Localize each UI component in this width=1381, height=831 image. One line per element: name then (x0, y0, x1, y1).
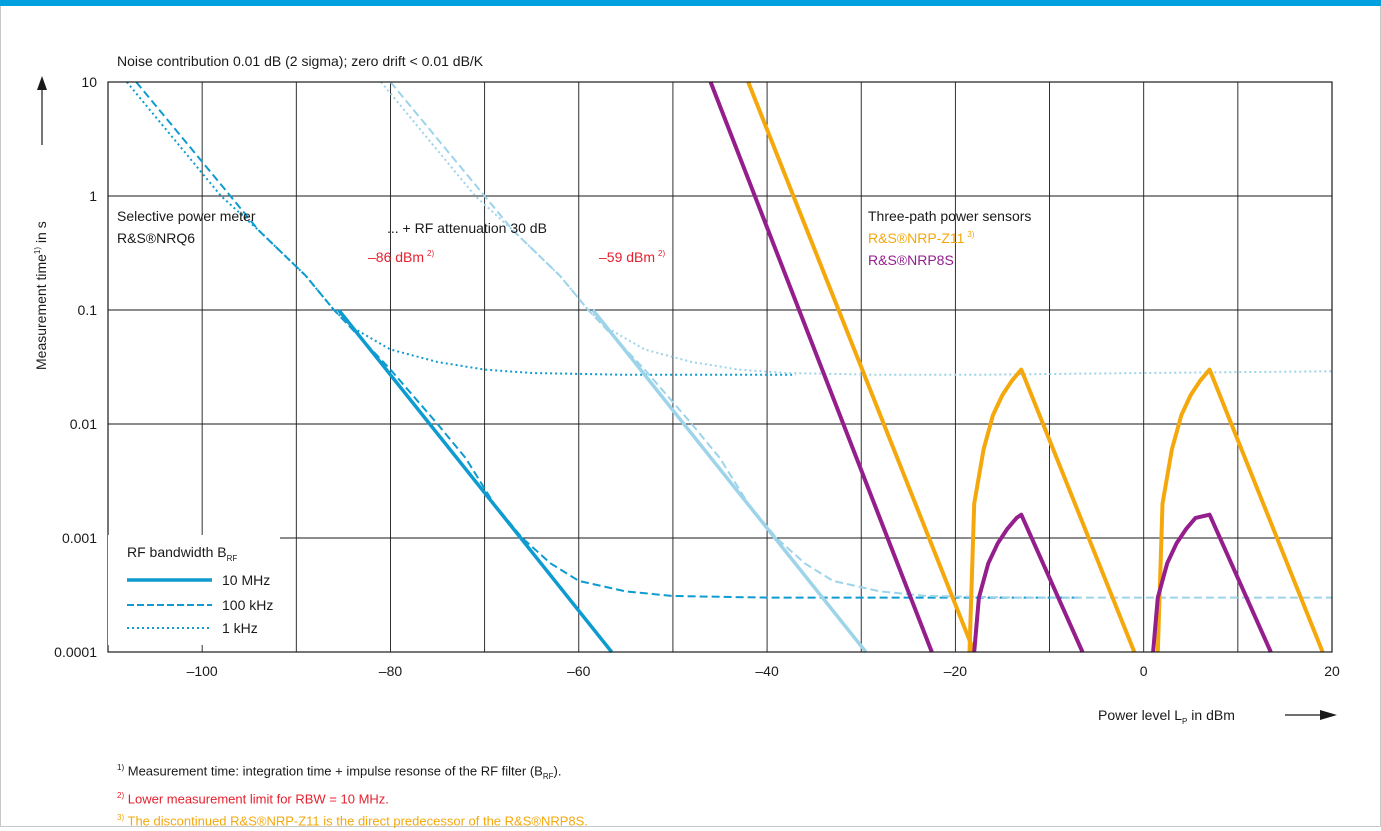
series-line-nrq6-1 (135, 81, 1078, 599)
y-tick-label: 0.1 (78, 302, 98, 318)
y-axis-label-sup: 1) (33, 247, 42, 254)
series-line-nrp8s-11 (1151, 512, 1273, 653)
y-tick-label: 0.01 (70, 416, 97, 432)
plot-border (107, 81, 1333, 653)
limit-left-value: –86 dBm (368, 249, 424, 265)
footnote-1-sub: RF (542, 771, 554, 781)
tick-labels: –100 –80 –60 –40 –20 0 20 10 1 0.1 0.01 0.001 0.0001 (54, 74, 1340, 679)
x-axis-label-sub: P (1182, 717, 1187, 726)
y-tick-label: 0.001 (62, 530, 97, 546)
legend-title-text: RF bandwidth B (127, 544, 227, 560)
series-line-nrp8s-10 (972, 512, 1085, 653)
y-axis-label: Measurement time1) in s (33, 221, 49, 370)
y-axis-arrow (37, 76, 47, 145)
legend: RF bandwidth BRF 10 MHz 100 kHz 1 kHz (108, 535, 280, 645)
legend-label-10mhz: 10 MHz (222, 572, 270, 588)
legend-title: RF bandwidth BRF (127, 544, 237, 563)
series-layer (126, 81, 1333, 654)
top-accent-bar (0, 0, 1381, 6)
limit-left-label: –86 dBm 2) (368, 249, 434, 265)
footnotes: 1) Measurement time: integration time + … (117, 758, 588, 831)
nrp8s-label: R&S®NRP8S (868, 252, 954, 268)
series-line-nrp_z11-7 (967, 367, 1137, 653)
footnote-2-mark: 2) (117, 790, 125, 800)
limit-right-label: –59 dBm 2) (599, 249, 665, 265)
footnote-1: 1) Measurement time: integration time + … (117, 758, 588, 786)
x-tick-label: –80 (379, 663, 403, 679)
attenuation-label: ... + RF attenuation 30 dB (387, 220, 547, 236)
footnote-1-text: Measurement time: integration time + imp… (127, 763, 543, 779)
x-axis-label-unit: in dBm (1187, 707, 1234, 723)
nrq6-title-label: Selective power meter (117, 208, 256, 224)
footnote-2: 2) Lower measurement limit for RBW = 10 … (117, 786, 588, 808)
x-tick-label: –20 (944, 663, 968, 679)
x-tick-label: –40 (755, 663, 779, 679)
nrp-z11-name: R&S®NRP-Z11 (868, 230, 965, 246)
y-tick-label: 0.0001 (54, 644, 97, 660)
series-line-nrq6-0 (337, 308, 614, 654)
y-tick-label: 1 (89, 188, 97, 204)
y-axis-label-unit: in s (33, 221, 49, 247)
nrp-z11-label: R&S®NRP-Z11 3) (868, 230, 975, 246)
limit-right-sup: 2) (658, 249, 665, 258)
footnote-1-end: ). (553, 763, 562, 779)
footnote-3-text: The discontinued R&S®NRP-Z11 is the dire… (127, 813, 588, 829)
limit-left-sup: 2) (427, 249, 434, 258)
legend-title-sub: RF (227, 554, 238, 563)
sensors-title-label: Three-path power sensors (868, 208, 1031, 224)
x-axis-label: Power level LP in dBm (1098, 707, 1235, 726)
nrp-z11-sup: 3) (967, 230, 974, 239)
legend-label-100khz: 100 kHz (222, 597, 273, 613)
series-line-nrq6_att-3 (591, 308, 868, 654)
plot-frame (107, 81, 1333, 653)
x-axis-arrow (1285, 710, 1337, 720)
series-line-nrp_z11-6 (746, 81, 977, 653)
x-tick-label: –60 (567, 663, 591, 679)
series-line-nrp_z11-8 (1155, 367, 1325, 653)
series-line-nrp8s-9 (708, 81, 934, 653)
chart-title: Noise contribution 0.01 dB (2 sigma); ze… (117, 53, 484, 69)
series-line-nrq6-2 (126, 81, 796, 376)
series-line-nrq6_att-4 (389, 81, 1332, 599)
y-axis-label-text: Measurement time (33, 254, 49, 370)
legend-background (108, 535, 280, 645)
y-tick-label: 10 (81, 74, 97, 90)
nrq6-name-label: R&S®NRQ6 (117, 230, 195, 246)
footnote-3-mark: 3) (117, 813, 125, 823)
footnote-2-text: Lower measurement limit for RBW = 10 MHz… (127, 791, 389, 807)
x-tick-label: 20 (1324, 663, 1340, 679)
x-tick-label: 0 (1140, 663, 1148, 679)
legend-label-1khz: 1 kHz (222, 620, 258, 636)
footnote-3: 3) The discontinued R&S®NRP-Z11 is the d… (117, 808, 588, 830)
x-axis-label-text: Power level L (1098, 707, 1182, 723)
limit-right-value: –59 dBm (599, 249, 655, 265)
x-tick-label: –100 (187, 663, 218, 679)
footnote-1-mark: 1) (117, 763, 125, 772)
svg-text:Measurement time1) in s: Measurement time1) in s (33, 221, 49, 370)
